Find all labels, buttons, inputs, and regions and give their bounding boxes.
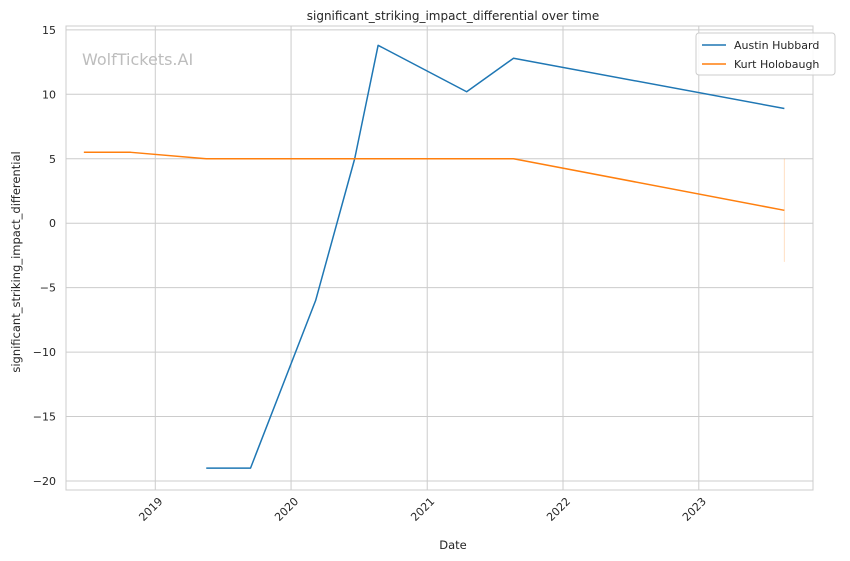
y-tick-label: 5 [49, 153, 56, 166]
watermark: WolfTickets.AI [82, 50, 193, 69]
chart-title: significant_striking_impact_differential… [307, 9, 599, 23]
plot-area [65, 25, 814, 491]
x-tick-label: 2019 [136, 495, 165, 524]
y-axis-label: significant_striking_impact_differential [9, 151, 23, 372]
y-tick-label: −5 [40, 282, 56, 295]
y-ticks: 15 10 5 0 −5 −10 −15 −20 [33, 24, 56, 488]
y-tick-label: −15 [33, 411, 56, 424]
x-tick-label: 2022 [544, 495, 573, 524]
legend-box [695, 32, 836, 76]
x-axis-label: Date [439, 538, 467, 552]
grid [66, 26, 813, 490]
legend-label-kurt-holobaugh: Kurt Holobaugh [734, 58, 819, 71]
series-group [83, 44, 785, 469]
x-tick-label: 2020 [272, 495, 301, 524]
y-tick-label: 10 [42, 88, 56, 101]
x-tick-label: 2023 [680, 495, 709, 524]
y-tick-label: 0 [49, 217, 56, 230]
x-tick-label: 2021 [408, 495, 437, 524]
legend: Austin Hubbard Kurt Holobaugh [695, 32, 836, 76]
series-line-austin-hubbard [206, 44, 785, 469]
y-tick-label: 15 [42, 24, 56, 37]
y-tick-label: −20 [33, 475, 56, 488]
x-ticks: 2019 2020 2021 2022 2023 [136, 495, 709, 524]
y-tick-label: −10 [33, 346, 56, 359]
legend-label-austin-hubbard: Austin Hubbard [734, 39, 819, 52]
